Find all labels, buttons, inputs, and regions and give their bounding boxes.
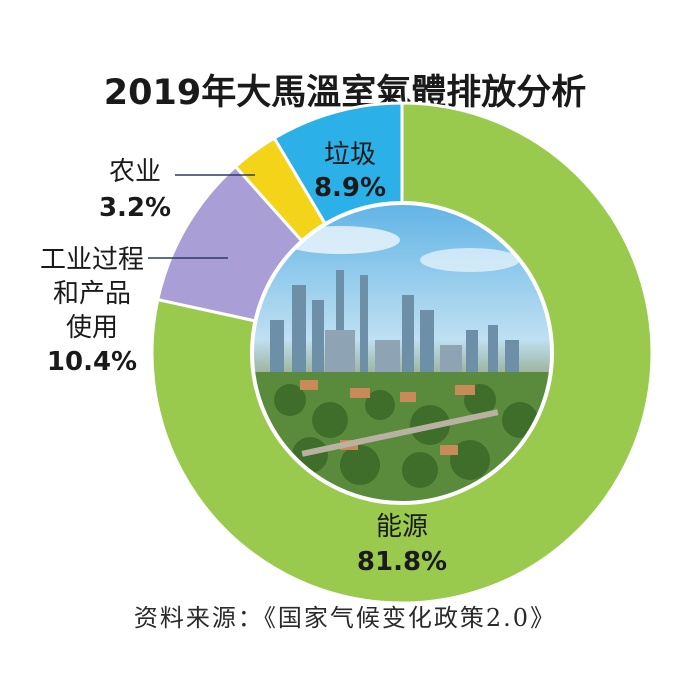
label-industry-value: 10.4% (47, 347, 137, 377)
label-agri-name: 农业 (109, 157, 161, 187)
label-waste-value: 8.9% (314, 173, 386, 203)
inner-ring (250, 201, 554, 505)
label-industry-line3: 使用 (66, 313, 118, 343)
label-energy-name: 能源 (376, 512, 428, 542)
label-industry-line1: 工业过程 (40, 245, 144, 275)
pie-slices (150, 101, 654, 605)
city-skyline-photo (252, 203, 552, 503)
chart-title: 2019年大馬溫室氣體排放分析 (103, 73, 587, 113)
label-industry-line2: 和产品 (53, 279, 131, 309)
label-waste-name: 垃圾 (324, 140, 376, 170)
source-note: 资料来源：《国家气候变化政策2.0》 (133, 604, 557, 632)
label-energy-value: 81.8% (357, 547, 447, 577)
label-agri-value: 3.2% (99, 193, 171, 223)
